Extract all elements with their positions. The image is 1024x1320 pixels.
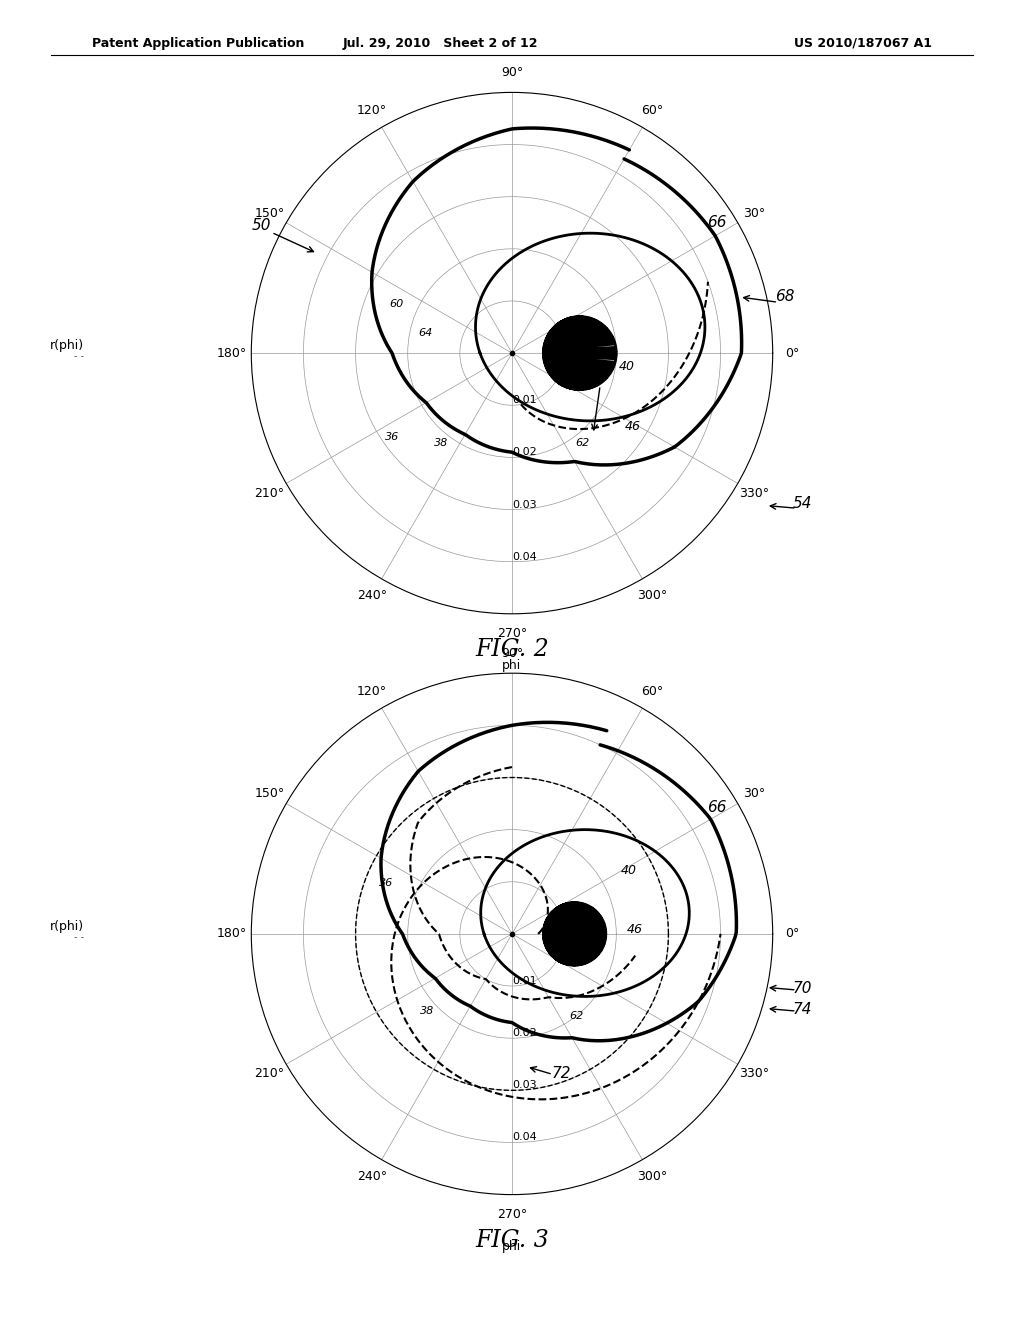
Text: 74: 74: [793, 1002, 813, 1016]
Text: US 2010/187067 A1: US 2010/187067 A1: [794, 37, 932, 50]
Text: 66: 66: [707, 800, 727, 814]
Text: Jul. 29, 2010   Sheet 2 of 12: Jul. 29, 2010 Sheet 2 of 12: [343, 37, 538, 50]
Text: 40: 40: [621, 863, 637, 876]
Text: 60: 60: [390, 300, 403, 309]
Text: 46: 46: [627, 923, 643, 936]
Text: 66: 66: [707, 215, 727, 230]
Text: phi: phi: [503, 660, 521, 672]
Text: 46: 46: [625, 420, 641, 433]
Text: 50: 50: [251, 218, 271, 232]
Text: 36: 36: [379, 878, 393, 888]
Text: 72: 72: [551, 1067, 571, 1081]
Text: FIG. 3: FIG. 3: [475, 1229, 549, 1253]
Text: - -: - -: [74, 351, 84, 362]
Text: Patent Application Publication: Patent Application Publication: [92, 37, 304, 50]
Text: 54: 54: [793, 496, 813, 511]
Text: 70: 70: [793, 981, 813, 995]
Text: 62: 62: [569, 1011, 584, 1022]
Text: r(phi): r(phi): [50, 339, 84, 352]
Text: 40: 40: [618, 359, 635, 372]
Text: phi: phi: [503, 1241, 521, 1253]
Text: 38: 38: [434, 438, 449, 449]
Text: 38: 38: [420, 1006, 434, 1015]
Text: 68: 68: [774, 289, 795, 304]
Text: - -: - -: [74, 932, 84, 942]
Text: r(phi): r(phi): [50, 920, 84, 933]
Text: 64: 64: [419, 329, 433, 338]
Text: FIG. 2: FIG. 2: [475, 638, 549, 661]
Text: 36: 36: [385, 432, 399, 442]
Text: 62: 62: [575, 438, 590, 449]
